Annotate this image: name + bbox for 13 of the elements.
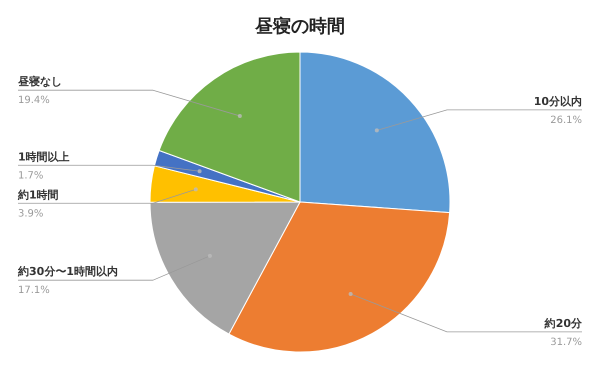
slice-label: 約30分〜1時間以内 <box>17 265 118 278</box>
slice-label: 約20分 <box>544 316 583 330</box>
data-label: 19.4% <box>18 95 50 106</box>
chart-title: 昼寝の時間 <box>254 16 345 37</box>
slice-label: 昼寝なし <box>17 75 62 88</box>
data-label: 3.9% <box>18 208 44 220</box>
slice-label: 1時間以上 <box>18 150 70 164</box>
data-label: 31.7% <box>550 336 582 348</box>
data-label: 17.1% <box>18 285 50 296</box>
data-label: 26.1% <box>550 114 582 126</box>
slice-label: 約1時間 <box>17 188 59 202</box>
data-label: 1.7% <box>18 170 44 182</box>
slice-label: 10分以内 <box>534 94 582 108</box>
